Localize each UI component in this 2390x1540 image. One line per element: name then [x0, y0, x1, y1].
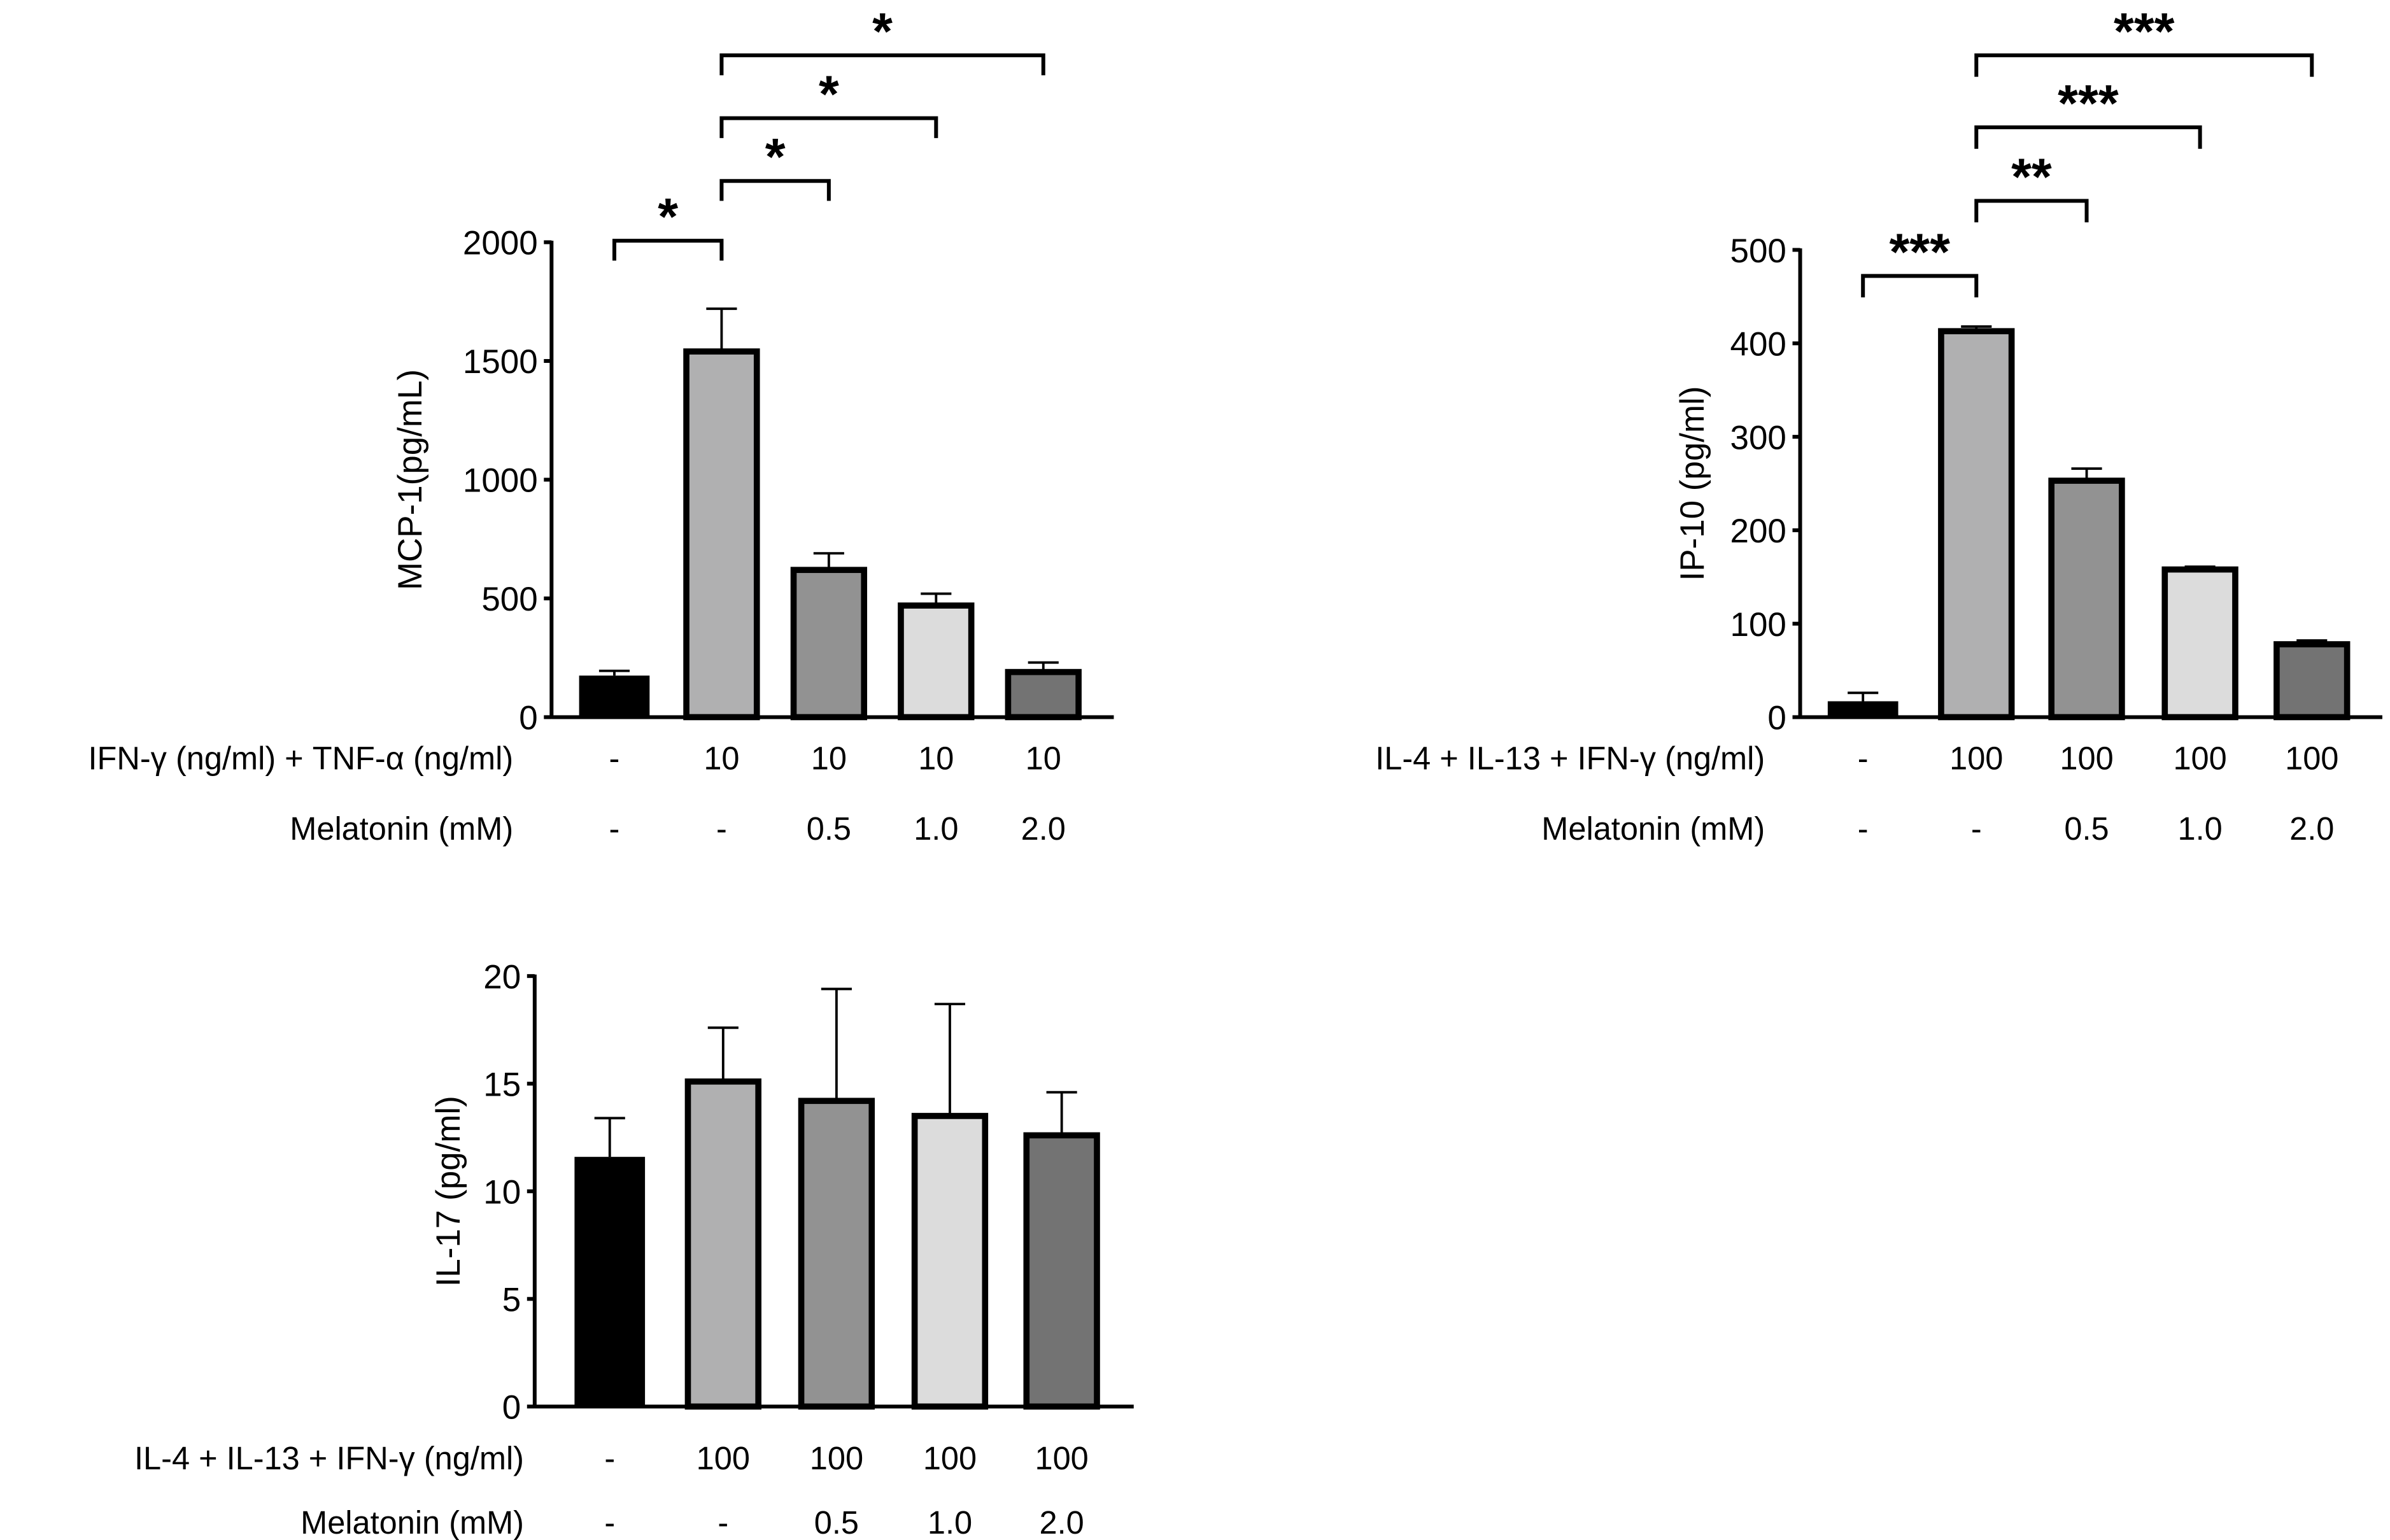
- chart-panel-2: 0 100 200 300 400 500 IP-10 (pg/ml) IL-4 + IL-1…: [1375, 3, 2382, 847]
- condition-row-label: Melatonin (mM): [290, 810, 513, 847]
- condition-value: 10: [704, 740, 739, 776]
- significance-label: ***: [1889, 223, 1950, 281]
- y-tick-label: 500: [481, 581, 537, 618]
- condition-value: 0.5: [807, 810, 851, 847]
- significance-bracket: [1861, 274, 1979, 298]
- condition-value: -: [1971, 810, 1982, 847]
- condition-row-label: IFN-γ (ng/ml) + TNF-α (ng/ml): [88, 740, 513, 776]
- condition-value: 1.0: [914, 810, 958, 847]
- y-tick-label: 500: [1730, 232, 1786, 270]
- condition-row-label: IL-4 + IL-13 + IFN-γ (ng/ml): [134, 1440, 524, 1476]
- condition-value: 100: [810, 1440, 863, 1476]
- condition-row-label: Melatonin (mM): [301, 1504, 524, 1540]
- y-tick-label: 1000: [463, 462, 538, 500]
- chart-panel-3: 0 5 10 15 20 IL-17 (pg/ml) IL-4 + IL-13 + IFN-…: [134, 958, 1134, 1540]
- significance-bracket: [1974, 53, 2314, 77]
- y-tick-label: 0: [502, 1389, 521, 1427]
- condition-value: -: [1858, 740, 1869, 776]
- condition-value: -: [604, 1440, 615, 1476]
- bar: [2048, 477, 2125, 721]
- y-tick-label: 20: [483, 958, 521, 996]
- condition-value: 0.5: [2064, 810, 2109, 847]
- y-tick-label: 200: [1730, 512, 1786, 550]
- y-tick-label: 0: [1767, 700, 1786, 737]
- condition-row-label: Melatonin (mM): [1541, 810, 1765, 847]
- y-axis-label: IL-17 (pg/ml): [430, 1096, 467, 1287]
- condition-value: 10: [918, 740, 954, 776]
- significance-label: *: [872, 3, 893, 60]
- bar: [684, 1078, 761, 1410]
- bar: [2161, 566, 2238, 721]
- chart-panel-1: 0 500 1000 1500 2000 MCP-1(pg/mL) IFN-γ (ng/ml…: [88, 3, 1114, 847]
- condition-value: 1.0: [928, 1504, 972, 1540]
- condition-value: 100: [923, 1440, 977, 1476]
- condition-value: 100: [1949, 740, 2003, 776]
- significance-bracket: [719, 116, 938, 138]
- condition-value: 2.0: [1021, 810, 1066, 847]
- y-tick-label: 1500: [463, 343, 538, 381]
- condition-value: -: [718, 1504, 728, 1540]
- significance-label: *: [658, 188, 678, 246]
- condition-value: 1.0: [2177, 810, 2222, 847]
- significance-label: *: [765, 129, 786, 187]
- condition-value: -: [1858, 810, 1869, 847]
- bar: [574, 1157, 646, 1407]
- condition-value: 100: [2060, 740, 2113, 776]
- condition-value: -: [716, 810, 727, 847]
- condition-value: 100: [1035, 1440, 1088, 1476]
- y-tick-label: 5: [502, 1282, 521, 1319]
- y-tick-label: 100: [1730, 606, 1786, 644]
- significance-label: **: [2011, 148, 2052, 206]
- significance-label: ***: [2114, 3, 2175, 60]
- condition-value: 100: [2285, 740, 2338, 776]
- condition-value: 2.0: [2289, 810, 2334, 847]
- condition-value: -: [609, 740, 620, 776]
- y-tick-label: 2000: [463, 225, 538, 262]
- bar: [798, 1098, 875, 1410]
- condition-value: 0.5: [814, 1504, 859, 1540]
- significance-bracket: [719, 53, 1045, 76]
- bar: [1827, 701, 1899, 717]
- bar: [1938, 328, 2015, 721]
- condition-value: 10: [1026, 740, 1061, 776]
- condition-value: -: [609, 810, 620, 847]
- bar: [898, 602, 975, 721]
- y-tick-label: 10: [483, 1174, 521, 1212]
- condition-value: 10: [811, 740, 847, 776]
- y-tick-label: 0: [519, 700, 537, 737]
- bar: [579, 675, 650, 717]
- y-tick-label: 15: [483, 1066, 521, 1103]
- significance-bracket: [612, 239, 724, 261]
- y-tick-label: 400: [1730, 326, 1786, 364]
- y-axis-label: IP-10 (pg/ml): [1674, 386, 1711, 581]
- y-axis-label: MCP-1(pg/mL): [392, 369, 429, 590]
- bar: [2273, 641, 2351, 721]
- condition-row-label: IL-4 + IL-13 + IFN-γ (ng/ml): [1375, 740, 1765, 776]
- significance-label: ***: [2058, 74, 2119, 132]
- condition-value: -: [604, 1504, 615, 1540]
- bar: [1023, 1132, 1100, 1410]
- significance-label: *: [819, 66, 839, 124]
- bar: [911, 1113, 989, 1410]
- condition-value: 100: [2173, 740, 2226, 776]
- significance-bracket: [1974, 199, 2089, 223]
- condition-value: 2.0: [1040, 1504, 1084, 1540]
- bar: [683, 348, 760, 721]
- bar: [1005, 668, 1082, 721]
- bar: [790, 567, 868, 721]
- y-tick-label: 300: [1730, 419, 1786, 456]
- significance-bracket: [719, 179, 831, 201]
- significance-bracket: [1974, 125, 2202, 149]
- condition-value: 100: [696, 1440, 750, 1476]
